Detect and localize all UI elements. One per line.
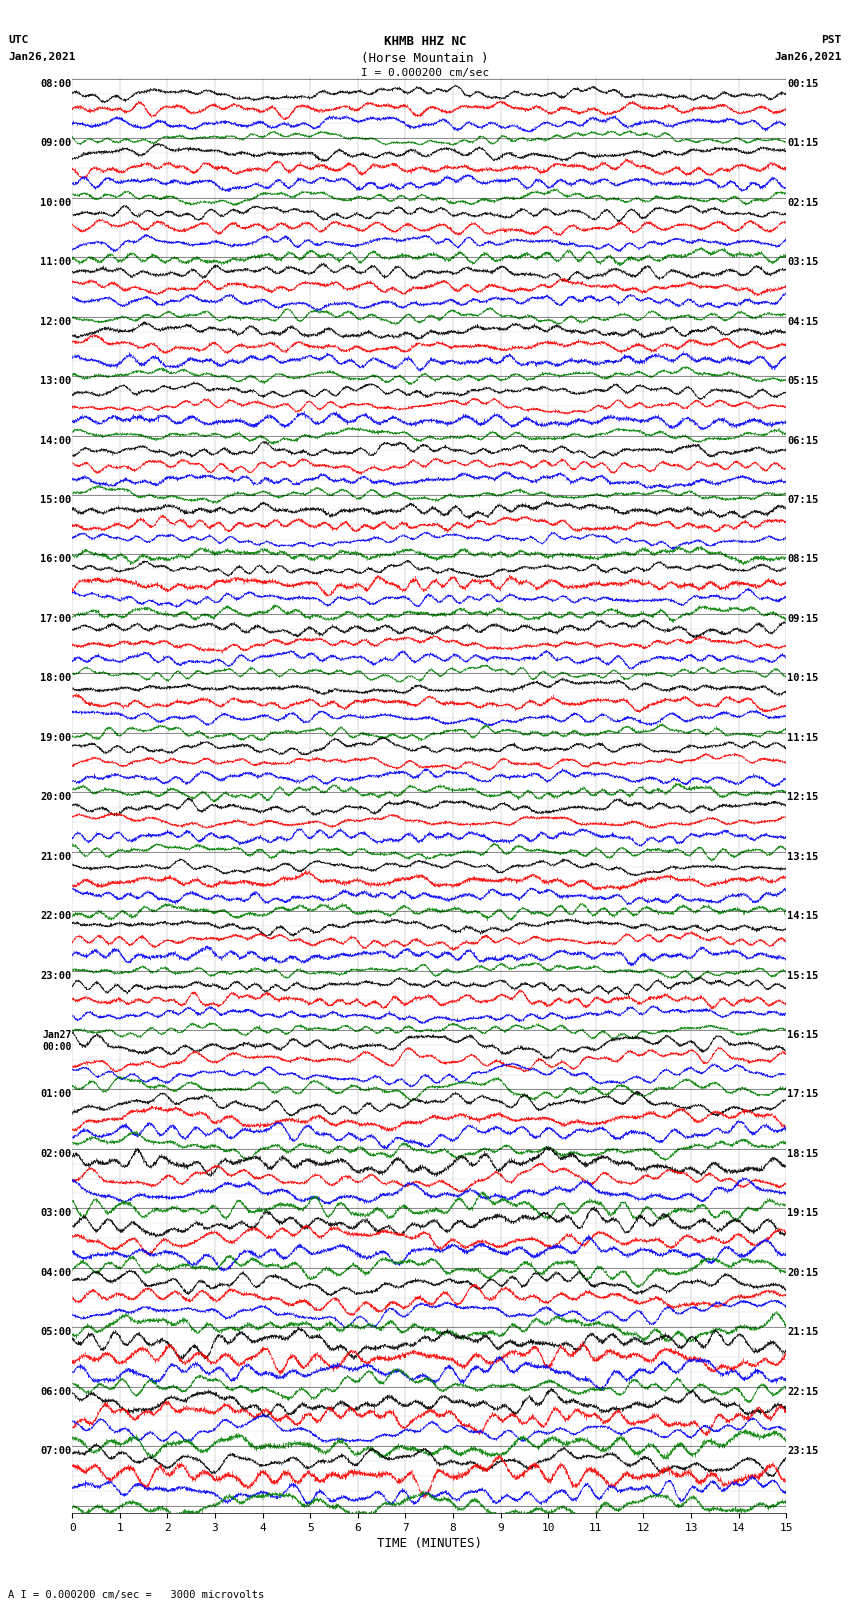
Text: 18:00: 18:00 (40, 673, 71, 684)
Text: 10:15: 10:15 (787, 673, 819, 684)
Text: (Horse Mountain ): (Horse Mountain ) (361, 52, 489, 65)
Text: 02:15: 02:15 (787, 198, 819, 208)
Text: 16:15: 16:15 (787, 1031, 819, 1040)
Text: 09:15: 09:15 (787, 615, 819, 624)
Text: 11:15: 11:15 (787, 732, 819, 744)
Text: 18:15: 18:15 (787, 1148, 819, 1158)
Text: 23:15: 23:15 (787, 1447, 819, 1457)
Text: 15:15: 15:15 (787, 971, 819, 981)
Text: I = 0.000200 cm/sec: I = 0.000200 cm/sec (361, 68, 489, 77)
Text: 07:00: 07:00 (40, 1447, 71, 1457)
X-axis label: TIME (MINUTES): TIME (MINUTES) (377, 1537, 482, 1550)
Text: 20:00: 20:00 (40, 792, 71, 802)
Text: 19:00: 19:00 (40, 732, 71, 744)
Text: 08:00: 08:00 (40, 79, 71, 89)
Text: 01:00: 01:00 (40, 1089, 71, 1100)
Text: 09:00: 09:00 (40, 139, 71, 148)
Text: 13:00: 13:00 (40, 376, 71, 386)
Text: 06:15: 06:15 (787, 436, 819, 445)
Text: 13:15: 13:15 (787, 852, 819, 861)
Text: 20:15: 20:15 (787, 1268, 819, 1277)
Text: Jan26,2021: Jan26,2021 (8, 52, 76, 61)
Text: 05:00: 05:00 (40, 1327, 71, 1337)
Text: 04:15: 04:15 (787, 316, 819, 327)
Text: 14:15: 14:15 (787, 911, 819, 921)
Text: 10:00: 10:00 (40, 198, 71, 208)
Text: 03:00: 03:00 (40, 1208, 71, 1218)
Text: Jan26,2021: Jan26,2021 (774, 52, 842, 61)
Text: Jan27
00:00: Jan27 00:00 (42, 1031, 71, 1052)
Text: A I = 0.000200 cm/sec =   3000 microvolts: A I = 0.000200 cm/sec = 3000 microvolts (8, 1590, 264, 1600)
Text: 01:15: 01:15 (787, 139, 819, 148)
Text: 03:15: 03:15 (787, 256, 819, 268)
Text: 11:00: 11:00 (40, 256, 71, 268)
Text: 21:15: 21:15 (787, 1327, 819, 1337)
Text: 22:15: 22:15 (787, 1387, 819, 1397)
Text: 21:00: 21:00 (40, 852, 71, 861)
Text: UTC: UTC (8, 35, 29, 45)
Text: 06:00: 06:00 (40, 1387, 71, 1397)
Text: 00:15: 00:15 (787, 79, 819, 89)
Text: 22:00: 22:00 (40, 911, 71, 921)
Text: 05:15: 05:15 (787, 376, 819, 386)
Text: 16:00: 16:00 (40, 555, 71, 565)
Text: 17:00: 17:00 (40, 615, 71, 624)
Text: 19:15: 19:15 (787, 1208, 819, 1218)
Text: 23:00: 23:00 (40, 971, 71, 981)
Text: 08:15: 08:15 (787, 555, 819, 565)
Text: PST: PST (821, 35, 842, 45)
Text: 17:15: 17:15 (787, 1089, 819, 1100)
Text: 12:00: 12:00 (40, 316, 71, 327)
Text: 14:00: 14:00 (40, 436, 71, 445)
Text: 04:00: 04:00 (40, 1268, 71, 1277)
Text: 15:00: 15:00 (40, 495, 71, 505)
Text: 12:15: 12:15 (787, 792, 819, 802)
Text: 07:15: 07:15 (787, 495, 819, 505)
Text: KHMB HHZ NC: KHMB HHZ NC (383, 35, 467, 48)
Text: 02:00: 02:00 (40, 1148, 71, 1158)
